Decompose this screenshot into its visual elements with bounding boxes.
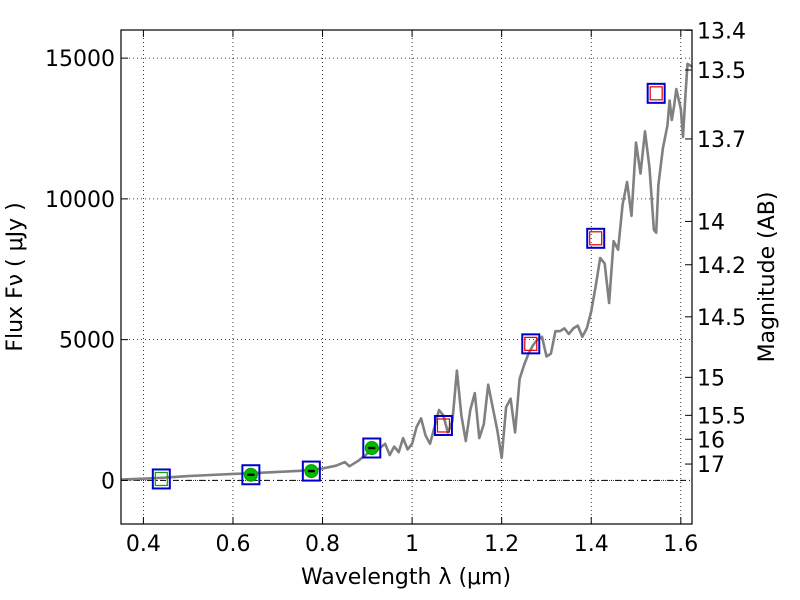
x-axis-title: Wavelength λ (μm): [301, 565, 511, 590]
plot-frame: [120, 29, 693, 525]
x-tick-label: 1.6: [663, 532, 698, 557]
observed-point-4: [301, 460, 321, 482]
observed-point-3: [243, 467, 258, 482]
observed-point-13: [589, 231, 603, 246]
magnitude-tick-label: 16: [697, 428, 725, 453]
observed-point-8: [433, 414, 453, 436]
y-tick-label: 15000: [45, 47, 115, 72]
magnitude-tick-label: 14.5: [697, 306, 746, 331]
observed-point-5: [304, 464, 319, 479]
observed-point-2: [241, 464, 261, 486]
x-tick-label: 0.6: [215, 532, 250, 557]
observed-point-15: [649, 86, 663, 101]
observed-points: [151, 82, 666, 490]
magnitude-tick-label: 15: [697, 366, 725, 391]
magnitude-tick-label: 13.7: [697, 128, 746, 153]
y-tick-label: 10000: [45, 188, 115, 213]
x-tick-label: 0.8: [305, 532, 340, 557]
y-tick-label: 0: [101, 469, 115, 494]
model-spectrum-line: [120, 62, 693, 481]
observed-point-12: [586, 227, 606, 249]
observed-point-10: [521, 333, 541, 355]
x-axis-ticks: 0.4 0.6 0.8 1 1.2 1.4 1.6: [126, 30, 698, 557]
x-tick-label: 0.4: [126, 532, 161, 557]
observed-point-0: [151, 468, 171, 490]
observed-point-7: [364, 441, 379, 455]
y-axis-title-right: Magnitude (AB): [755, 192, 780, 363]
magnitude-tick-label: 17: [697, 453, 725, 478]
x-tick-label: 1: [405, 532, 419, 557]
magnitude-tick-label: 15.5: [697, 404, 746, 429]
magnitude-tick-label: 14.2: [697, 254, 746, 279]
x-tick-label: 1.4: [574, 532, 609, 557]
observed-point-6: [362, 437, 382, 459]
magnitude-tick-label: 13.5: [697, 59, 746, 84]
observed-point-14: [646, 82, 666, 104]
y-axis-title-left: Flux Fν ( μJy ): [3, 202, 28, 351]
magnitude-tick-label: 14: [697, 210, 725, 235]
magnitude-tick-label: 13.4: [697, 19, 746, 44]
observed-point-1: [154, 471, 168, 487]
x-tick-label: 1.2: [484, 532, 519, 557]
observed-point-11: [524, 336, 538, 351]
y-tick-label: 5000: [59, 329, 115, 354]
observed-point-9: [436, 418, 451, 433]
y-axis-ticks: 0 5000 10000 15000: [45, 47, 128, 494]
